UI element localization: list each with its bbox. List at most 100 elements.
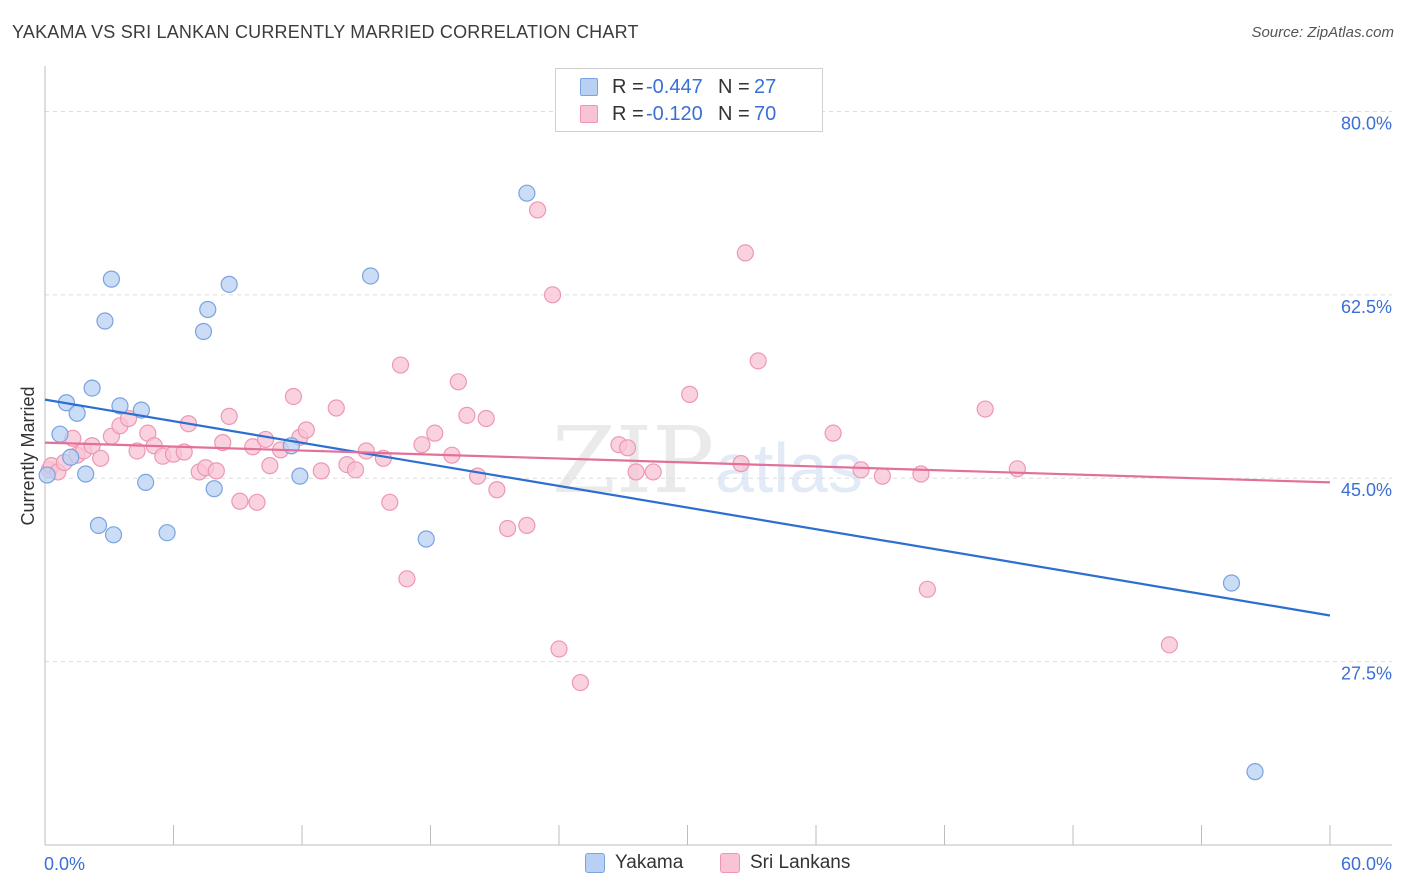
srilankan-point bbox=[256, 430, 275, 449]
yakama-point bbox=[199, 300, 217, 319]
srilankan-point bbox=[248, 493, 266, 511]
n-value: 70 bbox=[754, 102, 777, 125]
srilankan-point bbox=[381, 493, 399, 511]
y-tick-label: 45.0% bbox=[1341, 480, 1392, 500]
n-label: N = bbox=[718, 102, 750, 125]
axes bbox=[44, 66, 1392, 846]
srilankan-point bbox=[488, 481, 506, 499]
srilankan-point bbox=[499, 519, 517, 538]
r-value: -0.120 bbox=[646, 102, 703, 125]
srilankan-point bbox=[918, 580, 936, 598]
srilankan-point bbox=[873, 467, 891, 485]
y-tick-label: 62.5% bbox=[1341, 297, 1392, 317]
legend-label-srilankans: Sri Lankans bbox=[750, 852, 851, 873]
srilankan-point bbox=[618, 439, 637, 457]
srilankan-swatch bbox=[720, 853, 740, 873]
srilankan-point bbox=[543, 286, 562, 304]
srilankan-point bbox=[749, 352, 767, 370]
legend-label-yakama: Yakama bbox=[615, 852, 684, 873]
yakama-point bbox=[220, 275, 238, 293]
source-label: Source: ZipAtlas.com bbox=[1251, 24, 1394, 41]
y-tick-label: 27.5% bbox=[1341, 664, 1392, 684]
series-legend: Yakama Sri Lankans bbox=[0, 852, 1406, 876]
srilankan-point bbox=[413, 436, 431, 454]
srilankan-swatch bbox=[580, 105, 598, 123]
yakama-point bbox=[417, 530, 435, 548]
srilankan-point bbox=[207, 462, 225, 480]
yakama-point bbox=[83, 379, 101, 397]
yakama-point bbox=[104, 526, 123, 544]
r-label: R = bbox=[612, 102, 644, 125]
yakama-point bbox=[89, 516, 108, 534]
srilankan-point bbox=[518, 516, 536, 534]
yakama-point bbox=[111, 397, 129, 415]
n-label: N = bbox=[718, 75, 750, 98]
srilankan-point bbox=[627, 463, 645, 481]
yakama-point bbox=[1222, 574, 1241, 592]
yakama-point bbox=[77, 465, 95, 483]
srilankan-point bbox=[912, 465, 930, 483]
axis-labels: 27.5% 45.0% 62.5% 80.0% 0.0% 60.0% Currently M… bbox=[18, 113, 1392, 874]
srilankan-point bbox=[571, 673, 590, 692]
grid-lines bbox=[45, 110, 1392, 663]
srilankan-point bbox=[458, 406, 476, 424]
srilankan-point bbox=[261, 457, 279, 475]
legend-item-srilankans[interactable]: Sri Lankans bbox=[720, 852, 850, 874]
srilankan-point bbox=[681, 385, 699, 403]
srilankan-point bbox=[92, 449, 110, 467]
srilankan-point bbox=[426, 424, 444, 442]
srilankan-point bbox=[1160, 636, 1178, 654]
yakama-point bbox=[68, 404, 86, 422]
yakama-point bbox=[51, 425, 69, 443]
yakama-point bbox=[62, 448, 80, 466]
srilankan-point bbox=[976, 400, 994, 418]
srilankan-point bbox=[231, 492, 249, 510]
legend-item-yakama[interactable]: Yakama bbox=[585, 852, 683, 874]
srilankan-point bbox=[449, 373, 467, 391]
srilankan-point bbox=[357, 442, 375, 460]
chart-title: YAKAMA VS SRI LANKAN CURRENTLY MARRIED C… bbox=[12, 22, 639, 42]
srilankan-trend-line bbox=[44, 441, 1331, 484]
srilankan-point bbox=[644, 463, 662, 481]
yakama-trend-line bbox=[44, 398, 1331, 617]
srilankan-point bbox=[83, 437, 101, 455]
yakama-point bbox=[361, 267, 380, 285]
yakama-point bbox=[102, 270, 120, 288]
srilankan-point bbox=[550, 640, 568, 658]
n-value: 27 bbox=[754, 75, 777, 98]
srilankan-point bbox=[346, 461, 365, 479]
yakama-point bbox=[96, 312, 114, 330]
srilankan-point bbox=[852, 461, 870, 479]
srilankan-points bbox=[40, 201, 1178, 692]
x-tick-label: 60.0% bbox=[1341, 854, 1392, 874]
yakama-swatch bbox=[580, 78, 598, 96]
r-label: R = bbox=[612, 75, 644, 98]
correlation-legend: R = -0.447 N = 27 R = -0.120 N = 70 bbox=[555, 68, 823, 132]
srilankan-point bbox=[477, 409, 495, 428]
srilankan-point bbox=[297, 421, 315, 439]
r-value: -0.447 bbox=[646, 75, 703, 98]
yakama-point bbox=[205, 480, 223, 498]
srilankan-point bbox=[824, 424, 842, 442]
trend-lines bbox=[44, 398, 1331, 617]
srilankan-point bbox=[128, 442, 146, 460]
yakama-point bbox=[137, 473, 155, 492]
yakama-point bbox=[1246, 763, 1264, 781]
srilankan-point bbox=[391, 356, 410, 374]
srilankan-point bbox=[244, 438, 262, 456]
srilankan-point bbox=[220, 407, 238, 425]
srilankan-point bbox=[1008, 460, 1026, 478]
srilankan-point bbox=[528, 201, 547, 219]
yakama-point bbox=[518, 184, 536, 202]
yakama-points bbox=[38, 184, 1264, 781]
srilankan-point bbox=[398, 570, 416, 588]
y-tick-label: 80.0% bbox=[1341, 113, 1392, 133]
yakama-swatch bbox=[585, 853, 605, 873]
legend-row-yakama: R = -0.447 N = 27 bbox=[580, 75, 776, 99]
srilankan-point bbox=[736, 244, 754, 262]
x-tick-label: 0.0% bbox=[44, 854, 85, 874]
srilankan-point bbox=[214, 433, 232, 452]
srilankan-point bbox=[284, 387, 303, 406]
yakama-point bbox=[194, 322, 213, 341]
y-axis-label: Currently Married bbox=[18, 386, 38, 525]
